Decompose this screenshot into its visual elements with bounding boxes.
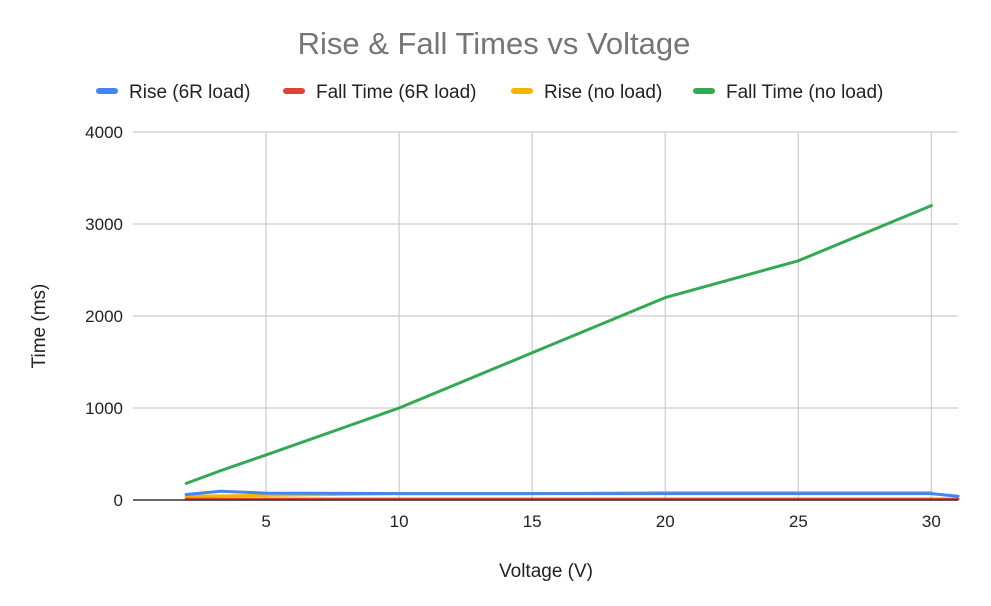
grid: [133, 131, 958, 500]
x-axis-title: Voltage (V): [499, 561, 593, 582]
y-tick-label: 1000: [85, 399, 123, 418]
y-tick-label: 2000: [85, 307, 123, 326]
legend-swatch: [96, 88, 118, 94]
legend-swatch: [511, 88, 533, 94]
x-tick-label: 5: [261, 512, 270, 531]
y-tick-label: 3000: [85, 215, 123, 234]
series-line-fall-time-no-load: [184, 204, 933, 485]
x-tick-label: 25: [789, 512, 808, 531]
legend-swatch: [283, 88, 305, 94]
series-line-rise-6r-load: [184, 489, 960, 498]
series-layer: [184, 204, 960, 501]
axes: 0 1000 2000 3000 4000 5 10 15 20 25 30: [85, 123, 958, 531]
legend-label: Fall Time (no load): [726, 82, 883, 103]
legend-swatch: [693, 88, 715, 94]
x-tick-label: 15: [523, 512, 542, 531]
y-axis-title: Time (ms): [29, 284, 50, 369]
x-tick-label: 10: [390, 512, 409, 531]
legend-label: Rise (6R load): [129, 82, 250, 103]
chart-title: Rise & Fall Times vs Voltage: [298, 26, 691, 61]
y-tick-label: 4000: [85, 123, 123, 142]
y-tick-label: 0: [114, 491, 123, 510]
legend: Rise (6R load) Fall Time (6R load) Rise (n…: [96, 82, 883, 103]
x-tick-label: 30: [922, 512, 941, 531]
legend-label: Rise (no load): [544, 82, 662, 103]
legend-label: Fall Time (6R load): [316, 82, 477, 103]
x-tick-label: 20: [656, 512, 675, 531]
